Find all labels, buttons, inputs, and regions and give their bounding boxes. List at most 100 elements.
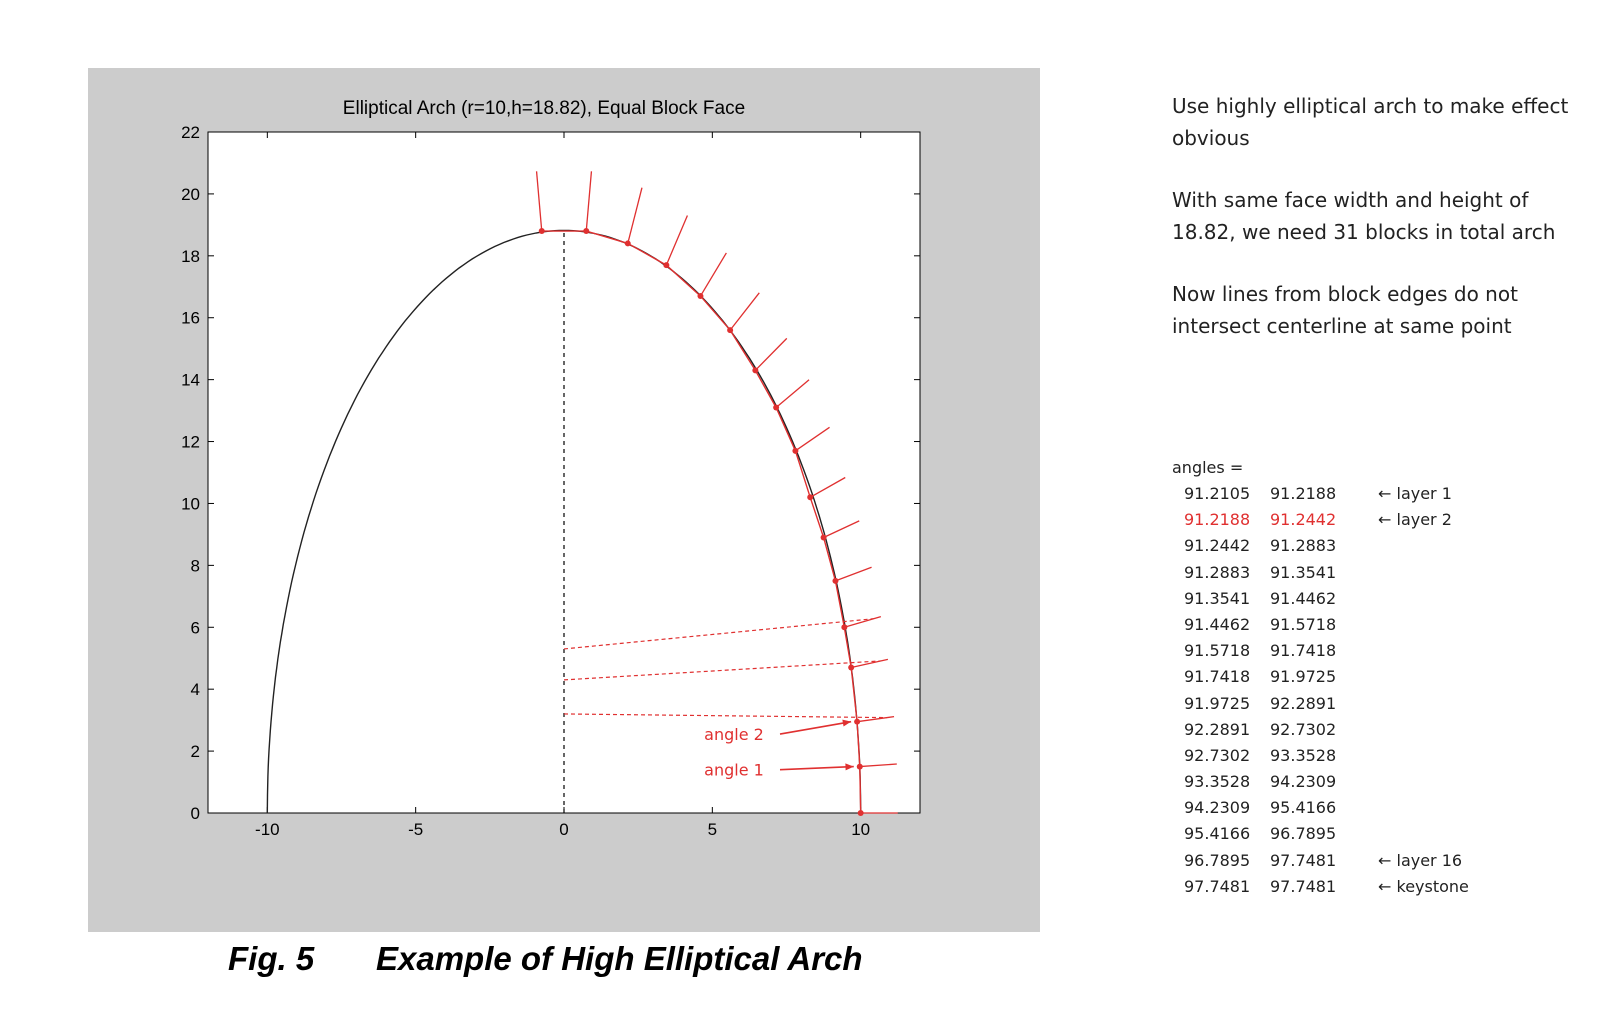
block-edge-normal <box>627 187 643 244</box>
angle-value-b: 91.9725 <box>1270 667 1337 687</box>
angle-value-a: 91.2188 <box>1184 510 1251 530</box>
angle-value-b: 96.7895 <box>1270 824 1337 844</box>
angle-row-label: ← keystone <box>1378 876 1469 896</box>
angles-row: 97.7481 97.7481 ← keystone <box>1172 874 1469 900</box>
angle-value-a: 91.4462 <box>1184 614 1251 634</box>
block-edge-normal <box>535 171 543 232</box>
block-edge-point <box>848 664 855 671</box>
block-edge-normal <box>795 426 830 452</box>
angles-row: 91.2442 91.2883 <box>1172 533 1336 559</box>
figure-panel: -10 -5 0 5 10 0 2 4 6 8 10 12 14 16 18 20 22 Elliptical A… <box>88 68 1040 932</box>
x-tick-label: -5 <box>408 820 423 839</box>
notes-panel: Use highly elliptical arch to make effec… <box>1172 90 1592 372</box>
angle-value-a: 95.4166 <box>1184 824 1251 844</box>
y-tick-label: 20 <box>181 185 200 204</box>
block-edge-point <box>856 763 863 770</box>
angles-table: angles = 91.2105 91.2188 ← layer 1 91.2188 9… <box>1172 458 1469 900</box>
angles-row: 91.2188 91.2442 ← layer 2 <box>1172 507 1452 533</box>
angle-value-a: 91.9725 <box>1184 693 1251 713</box>
y-tick-label: 18 <box>181 247 200 266</box>
angle-value-a: 92.2891 <box>1184 719 1251 739</box>
angle-value-a: 96.7895 <box>1184 850 1251 870</box>
y-tick-label: 0 <box>191 804 200 823</box>
angle-value-b: 91.2188 <box>1270 484 1337 503</box>
x-tick-label: 0 <box>559 820 568 839</box>
angle-value-b: 92.7302 <box>1270 719 1337 739</box>
angle-value-b: 97.7481 <box>1270 876 1337 896</box>
block-edge-point <box>820 534 827 541</box>
block-edge-point <box>583 228 590 235</box>
intersection-dashed-line <box>563 660 881 681</box>
angle-value-a: 92.7302 <box>1184 745 1251 765</box>
block-edge-point <box>807 494 814 501</box>
angle-value-a: 94.2309 <box>1184 798 1251 818</box>
intersection-dashed-line <box>563 618 874 650</box>
angles-rows: 91.2105 91.2188 ← layer 1 91.2188 91.2442 ← l… <box>1172 481 1469 900</box>
block-edge-normal <box>699 252 727 297</box>
block-edge-point <box>697 293 704 300</box>
block-edge-normal <box>823 520 860 539</box>
block-edge-point <box>773 404 780 411</box>
note-text: Now lines from block edges do not inters… <box>1172 282 1518 338</box>
y-tick-label: 12 <box>181 433 200 452</box>
block-edge-normal <box>585 171 593 232</box>
chart-title: Elliptical Arch (r=10,h=18.82), Equal Bl… <box>343 98 745 119</box>
angle-value-a: 91.2883 <box>1184 562 1251 582</box>
x-tick-label: 10 <box>851 820 870 839</box>
block-edge-normal <box>809 476 846 498</box>
angles-row: 96.7895 97.7481 ← layer 16 <box>1172 848 1462 874</box>
y-tick-label: 10 <box>181 494 200 513</box>
angle-row-label: ← layer 2 <box>1378 510 1452 530</box>
block-edge-point <box>538 228 545 235</box>
y-tick-label: 4 <box>191 680 200 699</box>
angle-value-b: 97.7481 <box>1270 850 1337 870</box>
caption-fig-number: Fig. 5 <box>228 940 315 977</box>
angle-value-a: 93.3528 <box>1184 772 1251 792</box>
angle-value-b: 91.2442 <box>1270 510 1337 530</box>
block-edge-normal <box>729 292 760 331</box>
angles-row: 91.3541 91.4462 <box>1172 586 1336 612</box>
angles-row: 92.7302 93.3528 <box>1172 743 1336 769</box>
angles-row: 91.9725 92.2891 <box>1172 691 1336 717</box>
angles-row: 95.4166 96.7895 <box>1172 821 1336 847</box>
angle-row-label: ← layer 16 <box>1378 850 1463 870</box>
angles-row: 91.7418 91.9725 <box>1172 664 1336 690</box>
arch-plot: -10 -5 0 5 10 0 2 4 6 8 10 12 14 16 18 20 22 Elliptical A… <box>181 98 921 839</box>
angle-value-b: 94.2309 <box>1270 772 1337 792</box>
angle-row-label: ← layer 1 <box>1378 484 1452 503</box>
angle-value-b: 91.2883 <box>1270 536 1337 556</box>
angles-row: 94.2309 95.4166 <box>1172 795 1336 821</box>
block-edge-point <box>841 624 848 631</box>
block-edge-point <box>727 327 734 334</box>
annotation-arrow <box>779 720 852 735</box>
angle-value-b: 95.4166 <box>1270 798 1337 818</box>
block-edge-point <box>792 447 799 454</box>
block-edge-normal <box>754 337 788 371</box>
annotation-arrow <box>779 765 854 771</box>
angle-value-a: 91.2105 <box>1184 484 1251 503</box>
block-edge-normal <box>859 763 897 768</box>
caption-title: Example of High Elliptical Arch <box>376 940 863 977</box>
block-edge-point <box>624 240 631 247</box>
intersection-dashed-line <box>563 713 887 719</box>
block-edge-normal <box>775 379 810 408</box>
y-tick-label: 2 <box>191 742 200 761</box>
angle-value-b: 93.3528 <box>1270 745 1337 765</box>
note-text: Use highly elliptical arch to make effec… <box>1172 94 1569 150</box>
angle-value-b: 91.4462 <box>1270 588 1337 608</box>
block-edge-point <box>854 718 861 725</box>
angle-value-a: 91.3541 <box>1184 588 1251 608</box>
angle-value-b: 91.3541 <box>1270 562 1337 582</box>
arrow-head <box>842 719 852 727</box>
x-tick-label: -10 <box>255 820 280 839</box>
angle-value-a: 91.2442 <box>1184 536 1251 556</box>
note-text: With same face width and height of 18.82… <box>1172 188 1556 244</box>
block-edge-normal <box>857 715 895 723</box>
block-edge-point <box>857 810 864 816</box>
angle-value-b: 91.5718 <box>1270 614 1337 634</box>
y-tick-label: 8 <box>191 556 200 575</box>
block-edge-normal <box>665 215 689 266</box>
y-tick-label: 6 <box>191 618 200 637</box>
arrow-head <box>845 763 854 771</box>
block-edge-point <box>752 367 759 374</box>
